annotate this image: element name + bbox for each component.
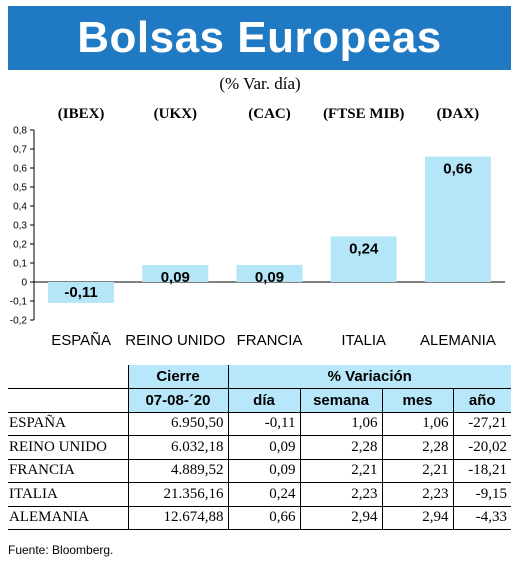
header-dia: día (228, 388, 301, 413)
y-tick-label: 0,6 (13, 164, 27, 175)
row-name: ITALIA (8, 482, 129, 507)
cell-cierre: 6.950,50 (128, 412, 229, 436)
header-semana: semana (300, 388, 383, 413)
cell-cierre: 4.889,52 (128, 459, 229, 483)
cell-semana: 2,21 (300, 459, 383, 483)
category-label: REINO UNIDO (125, 332, 225, 349)
cell-ano: -9,15 (453, 482, 511, 507)
cell-ano: -20,02 (453, 435, 511, 460)
header-date: 07-08-´20 (128, 388, 229, 413)
index-code-label: (IBEX) (58, 106, 105, 122)
bar (424, 156, 491, 282)
y-tick-label: 0,2 (13, 240, 27, 251)
y-tick-label: 0,7 (13, 145, 27, 156)
row-name: ALEMANIA (8, 506, 129, 530)
header-mes: mes (382, 388, 454, 413)
bar (142, 264, 209, 282)
cell-mes: 1,06 (382, 412, 454, 436)
row-name: FRANCIA (8, 459, 129, 483)
y-tick-label: 0,8 (13, 126, 27, 137)
table-row: ALEMANIA 12.674,88 0,66 2,94 2,94 -4,33 (8, 506, 511, 530)
y-tick-label: -0,1 (10, 297, 28, 308)
cell-ano: -27,21 (453, 412, 511, 436)
data-label: -0,11 (64, 284, 97, 301)
cell-dia: 0,24 (228, 482, 301, 507)
page-title: Bolsas Europeas (8, 6, 511, 70)
y-tick-label: 0,4 (13, 202, 27, 213)
table-row: FRANCIA 4.889,52 0,09 2,21 2,21 -18,21 (8, 459, 511, 483)
y-tick-label: 0,1 (13, 259, 27, 270)
data-label: 0,09 (255, 269, 284, 286)
cell-dia: 0,09 (228, 459, 301, 483)
cell-cierre: 6.032,18 (128, 435, 229, 460)
y-tick-label: 0,3 (13, 221, 27, 232)
bar (48, 282, 115, 303)
bar (236, 264, 303, 282)
cell-mes: 2,21 (382, 459, 454, 483)
row-name: ESPAÑA (8, 412, 129, 436)
header-cierre: Cierre (128, 365, 229, 389)
table-row: ITALIA 21.356,16 0,24 2,23 2,23 -9,15 (8, 482, 511, 507)
cell-mes: 2,94 (382, 506, 454, 530)
cell-cierre: 12.674,88 (128, 506, 229, 530)
index-code-label: (UKX) (154, 106, 197, 122)
chart-subtitle: (% Var. día) (219, 74, 301, 93)
bar-chart: 0,8 0,7 0,6 0,5 0,4 0,3 0,2 0,1 0 -0,1 -0,2 -0,11 (I… (10, 106, 505, 349)
table-row: REINO UNIDO 6.032,18 0,09 2,28 2,28 -20,… (8, 435, 511, 460)
cell-semana: 2,94 (300, 506, 383, 530)
category-label: ESPAÑA (51, 332, 111, 349)
index-code-label: (CAC) (248, 106, 291, 122)
table-corner (8, 365, 129, 389)
bar (330, 236, 397, 282)
cell-mes: 2,28 (382, 435, 454, 460)
row-name: REINO UNIDO (8, 435, 129, 460)
header-variacion: % Variación (228, 365, 511, 389)
y-tick-label: 0 (21, 278, 27, 289)
cell-semana: 2,23 (300, 482, 383, 507)
cell-dia: -0,11 (228, 412, 301, 436)
data-label: 0,24 (349, 240, 379, 257)
category-label: FRANCIA (237, 332, 303, 349)
cell-ano: -4,33 (453, 506, 511, 530)
header-ano: año (453, 388, 511, 413)
cell-cierre: 21.356,16 (128, 482, 229, 507)
category-label: ITALIA (341, 332, 386, 349)
index-code-label: (DAX) (437, 106, 480, 122)
cell-dia: 0,09 (228, 435, 301, 460)
y-tick-label: 0,5 (13, 183, 27, 194)
data-label: 0,66 (443, 161, 472, 178)
data-table: Cierre % Variación 07-08-´20 día semana … (8, 365, 511, 530)
table-row: ESPAÑA 6.950,50 -0,11 1,06 1,06 -27,21 (8, 412, 511, 436)
cell-semana: 2,28 (300, 435, 383, 460)
cell-dia: 0,66 (228, 506, 301, 530)
cell-semana: 1,06 (300, 412, 383, 436)
source-note: Fuente: Bloomberg. (8, 543, 114, 557)
cell-mes: 2,23 (382, 482, 454, 507)
index-code-label: (FTSE MIB) (323, 106, 404, 122)
data-label: 0,09 (161, 269, 190, 286)
category-label: ALEMANIA (420, 332, 496, 349)
y-tick-label: -0,2 (10, 316, 28, 327)
cell-ano: -18,21 (453, 459, 511, 483)
table-corner-2 (8, 388, 129, 413)
